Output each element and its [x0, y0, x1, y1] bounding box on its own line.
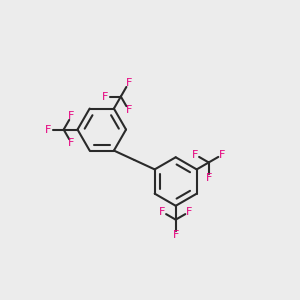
Text: F: F [68, 111, 75, 121]
Text: F: F [172, 230, 179, 240]
Text: F: F [192, 150, 198, 160]
Text: F: F [125, 78, 132, 88]
Text: F: F [219, 150, 226, 160]
Text: F: F [68, 138, 75, 148]
Text: F: F [186, 207, 193, 217]
Text: F: F [102, 92, 108, 101]
Text: F: F [45, 124, 51, 135]
Text: F: F [159, 207, 165, 217]
Text: F: F [206, 173, 212, 183]
Text: F: F [125, 105, 132, 115]
